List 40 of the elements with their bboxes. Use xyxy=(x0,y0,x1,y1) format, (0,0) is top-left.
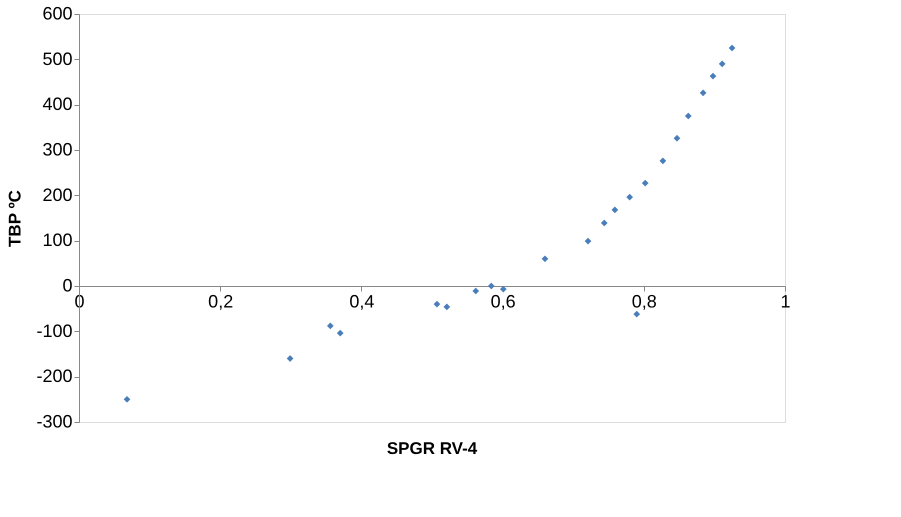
point xyxy=(718,60,726,68)
x-tick-label: 0,8 xyxy=(632,292,657,312)
y-tick-label: 600 xyxy=(42,4,72,24)
y-tick-label: 200 xyxy=(42,184,72,205)
x-tick-label: 0,4 xyxy=(349,292,374,312)
point xyxy=(326,322,334,330)
point xyxy=(584,238,592,244)
y-tick-label: -100 xyxy=(36,320,72,341)
point xyxy=(660,158,666,164)
point xyxy=(700,90,706,96)
x-tick-label: 0,6 xyxy=(490,292,516,312)
y-tick-label: 0 xyxy=(62,276,72,296)
point xyxy=(336,330,344,336)
point xyxy=(542,255,548,262)
x-tick-label: 0,2 xyxy=(208,292,234,312)
point xyxy=(612,206,618,214)
y-axis-title: TBP ºC xyxy=(5,190,24,247)
point xyxy=(434,300,440,308)
point xyxy=(633,310,640,318)
x-tick-label: 1 xyxy=(780,292,791,312)
x-axis-title: SPGR RV-4 xyxy=(386,439,478,458)
y-tick-label: -200 xyxy=(36,366,72,386)
point xyxy=(728,44,736,52)
point xyxy=(443,304,450,310)
point xyxy=(710,72,716,80)
point xyxy=(472,288,480,294)
y-tick-label: 400 xyxy=(42,94,72,114)
point xyxy=(600,220,608,226)
y-tick-label: -300 xyxy=(36,412,72,432)
point xyxy=(500,286,507,293)
point xyxy=(626,194,634,200)
y-tick-label: 300 xyxy=(42,140,72,160)
y-tick-label: 100 xyxy=(42,230,72,250)
point xyxy=(286,355,294,362)
point xyxy=(488,282,495,290)
point xyxy=(124,396,130,403)
point xyxy=(642,180,649,186)
y-tick-label: 500 xyxy=(42,48,72,69)
point xyxy=(684,112,692,120)
point xyxy=(674,134,680,142)
